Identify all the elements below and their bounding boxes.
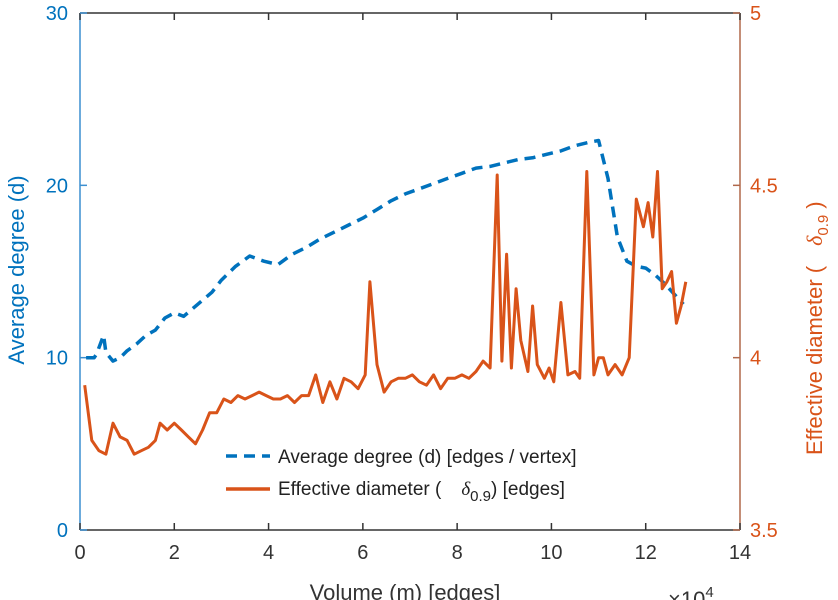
x-tick-label: 6 [357,542,368,564]
right-y-tick-label: 4.5 [750,175,778,197]
right-y-tick-label: 5 [750,3,761,25]
series-line-effective-diameter [83,170,688,456]
x-tick-label: 14 [729,542,751,564]
x-tick-label: 0 [74,542,85,564]
right-y-axis-title: Effective diameter (δ0.9) [802,201,832,455]
x-tick-label: 10 [540,542,562,564]
x-tick-label: 8 [452,542,463,564]
legend-label-average-degree: Average degree (d) [edges / vertex] [278,447,577,468]
x-axis-exponent: ×104 [668,584,714,600]
x-tick-label: 2 [169,542,180,564]
right-y-tick-label: 4 [750,348,761,370]
series-line-average-degree [86,138,685,363]
x-axis-title: Volume (m) [edges] [310,580,501,600]
right-y-tick-label: 3.5 [750,520,778,542]
left-y-axis-title: Average degree (d) [4,175,29,364]
legend-label-effective-diameter: Effective diameter (δ0.9) [edges] [278,479,565,505]
left-y-tick-label: 10 [46,348,68,370]
x-tick-label: 12 [635,542,657,564]
x-tick-label: 4 [263,542,274,564]
x-axis-ticks: 0 2 4 6 8 10 12 14 [74,13,751,564]
legend: Average degree (d) [edges / vertex] Effe… [226,447,577,505]
left-y-tick-label: 30 [46,3,68,25]
left-y-tick-label: 0 [57,520,68,542]
left-y-axis-ticks: 0 10 20 30 [46,3,87,542]
right-y-axis-ticks: 3.5 4 4.5 5 [733,3,778,542]
left-y-tick-label: 20 [46,175,68,197]
